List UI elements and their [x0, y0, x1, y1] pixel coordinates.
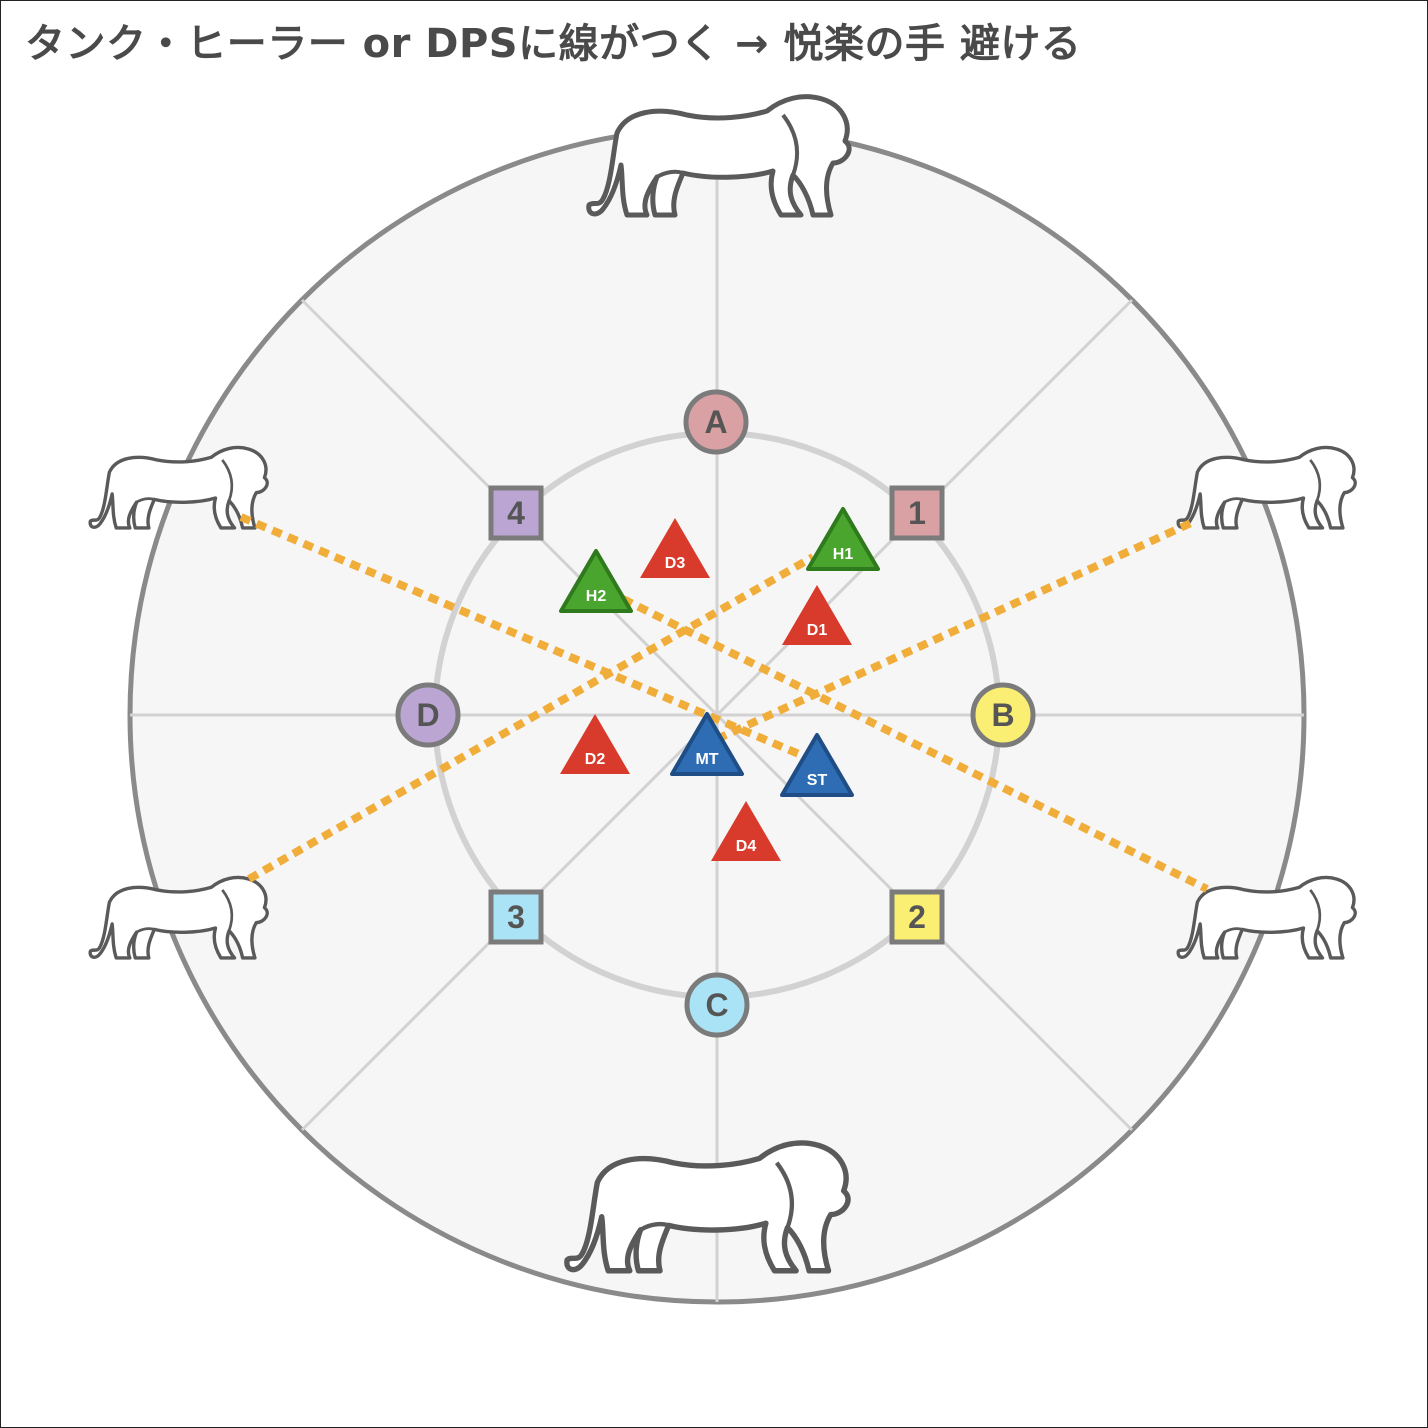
player-d2: D2 [560, 714, 630, 774]
waymark-B: B [970, 682, 1036, 748]
waymark-label-3: 3 [507, 899, 525, 935]
waymark-label-A: A [704, 404, 727, 440]
waymark-1: 1 [889, 485, 945, 541]
tether-line-1 [239, 513, 815, 764]
page-title: タンク・ヒーラー or DPSに線がつく → 悦楽の手 避ける [25, 21, 1082, 67]
waymark-label-C: C [705, 987, 728, 1023]
player-label-d1: D1 [807, 622, 828, 639]
player-label-st: ST [807, 772, 828, 789]
player-label-mt: MT [695, 751, 718, 768]
waymark-label-4: 4 [507, 495, 525, 531]
player-label-d4: D4 [736, 838, 757, 855]
waymark-label-B: B [991, 697, 1014, 733]
waymark-2: 2 [889, 889, 945, 945]
waymark-A: A [683, 389, 749, 455]
waymark-C: C [684, 972, 750, 1038]
player-label-d3: D3 [665, 555, 686, 572]
player-d4: D4 [711, 801, 781, 861]
player-label-h1: H1 [833, 546, 854, 563]
waymark-label-2: 2 [908, 899, 926, 935]
player-mt: MT [670, 712, 744, 776]
waymark-D: D [395, 682, 461, 748]
player-d3: D3 [640, 518, 710, 578]
waymark-label-1: 1 [908, 495, 926, 531]
player-h2: H2 [559, 549, 633, 613]
tether-line-3 [247, 553, 815, 883]
waymark-4: 4 [488, 485, 544, 541]
player-label-h2: H2 [586, 588, 607, 605]
waymark-3: 3 [488, 889, 544, 945]
player-label-d2: D2 [585, 751, 606, 768]
waymark-label-D: D [416, 697, 439, 733]
tether-line-2 [621, 595, 1209, 893]
tether-line-4 [715, 519, 1193, 743]
player-st: ST [780, 733, 854, 797]
player-markers: D3 H1 H2 D1 D2 MT ST D4 [559, 507, 880, 861]
tether-lines [239, 513, 1209, 893]
player-d1: D1 [782, 585, 852, 645]
waymarks: 1 2 3 4 A B C D [395, 389, 1036, 1038]
player-h1: H1 [806, 507, 880, 571]
